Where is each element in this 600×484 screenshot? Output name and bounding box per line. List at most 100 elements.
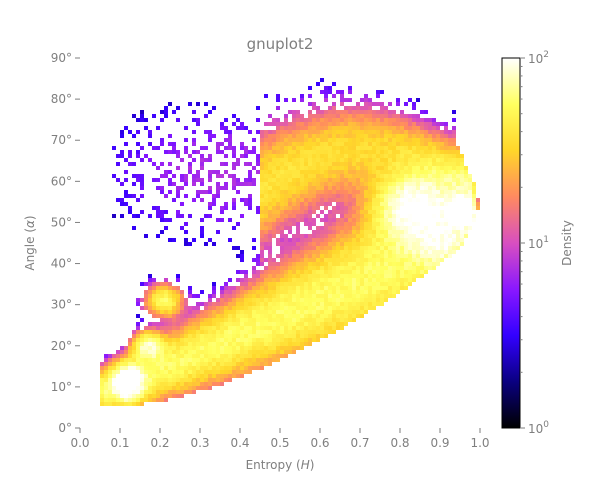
- density-cell: [220, 374, 224, 378]
- density-cell: [344, 122, 348, 126]
- density-cell: [372, 230, 376, 234]
- density-cell: [336, 166, 340, 170]
- density-cell: [448, 150, 452, 154]
- density-cell: [224, 342, 228, 346]
- density-cell: [436, 230, 440, 234]
- density-cell: [160, 350, 164, 354]
- density-cell: [416, 226, 420, 230]
- density-cell: [316, 310, 320, 314]
- density-cell: [160, 338, 164, 342]
- density-cell: [208, 330, 212, 334]
- density-cell: [240, 318, 244, 322]
- density-cell: [460, 186, 464, 190]
- density-cell: [444, 138, 448, 142]
- density-cell: [256, 350, 260, 354]
- density-cell: [212, 326, 216, 330]
- density-cell: [396, 242, 400, 246]
- density-cell: [264, 338, 268, 342]
- density-cell: [232, 318, 236, 322]
- density-cell: [432, 154, 436, 158]
- density-cell: [284, 138, 288, 142]
- density-cell: [404, 174, 408, 178]
- density-cell: [340, 218, 344, 222]
- density-cell: [212, 294, 216, 298]
- density-cell: [348, 278, 352, 282]
- density-cell: [292, 294, 296, 298]
- density-cell: [272, 214, 276, 218]
- density-cell: [124, 190, 128, 194]
- density-cell: [212, 106, 216, 110]
- density-cell: [232, 306, 236, 310]
- density-cell: [324, 234, 328, 238]
- density-cell: [136, 154, 140, 158]
- density-cell: [192, 110, 196, 114]
- density-cell: [404, 134, 408, 138]
- density-cell: [272, 306, 276, 310]
- density-cell: [452, 202, 456, 206]
- density-cell: [344, 298, 348, 302]
- density-cell: [260, 146, 264, 150]
- density-cell: [436, 166, 440, 170]
- density-cell: [248, 162, 252, 166]
- density-cell: [168, 298, 172, 302]
- density-cell: [416, 238, 420, 242]
- density-cell: [328, 230, 332, 234]
- density-cell: [200, 302, 204, 306]
- density-cell: [168, 394, 172, 398]
- density-cell: [452, 174, 456, 178]
- density-cell: [320, 262, 324, 266]
- density-cell: [220, 122, 224, 126]
- density-cell: [268, 274, 272, 278]
- density-cell: [144, 354, 148, 358]
- density-cell: [276, 254, 280, 258]
- density-cell: [256, 330, 260, 334]
- density-cell: [236, 338, 240, 342]
- density-cell: [128, 390, 132, 394]
- density-cell: [440, 206, 444, 210]
- density-cell: [228, 358, 232, 362]
- density-cell: [308, 218, 312, 222]
- density-cell: [324, 98, 328, 102]
- density-cell: [244, 154, 248, 158]
- density-cell: [468, 186, 472, 190]
- density-cell: [164, 354, 168, 358]
- density-cell: [284, 226, 288, 230]
- density-cell: [208, 338, 212, 342]
- density-cell: [172, 182, 176, 186]
- density-cell: [332, 314, 336, 318]
- density-cell: [268, 178, 272, 182]
- density-cell: [368, 106, 372, 110]
- density-cell: [340, 142, 344, 146]
- density-cell: [308, 154, 312, 158]
- density-cell: [104, 370, 108, 374]
- density-cell: [180, 390, 184, 394]
- density-cell: [324, 194, 328, 198]
- density-cell: [360, 186, 364, 190]
- density-cell: [388, 222, 392, 226]
- density-cell: [352, 314, 356, 318]
- density-cell: [376, 206, 380, 210]
- density-cell: [360, 110, 364, 114]
- density-cell: [236, 358, 240, 362]
- density-cell: [288, 266, 292, 270]
- density-cell: [300, 138, 304, 142]
- density-cell: [224, 334, 228, 338]
- density-cell: [276, 306, 280, 310]
- density-cell: [340, 298, 344, 302]
- density-cell: [164, 278, 168, 282]
- density-cell: [268, 346, 272, 350]
- density-cell: [464, 170, 468, 174]
- x-tick-label: 0.2: [150, 436, 169, 450]
- density-cell: [288, 142, 292, 146]
- density-cell: [188, 326, 192, 330]
- density-cell: [176, 330, 180, 334]
- density-cell: [444, 146, 448, 150]
- density-cell: [300, 326, 304, 330]
- density-cell: [320, 326, 324, 330]
- density-cell: [268, 246, 272, 250]
- density-cell: [352, 278, 356, 282]
- density-cell: [456, 174, 460, 178]
- density-cell: [184, 242, 188, 246]
- density-cell: [388, 130, 392, 134]
- density-cell: [276, 138, 280, 142]
